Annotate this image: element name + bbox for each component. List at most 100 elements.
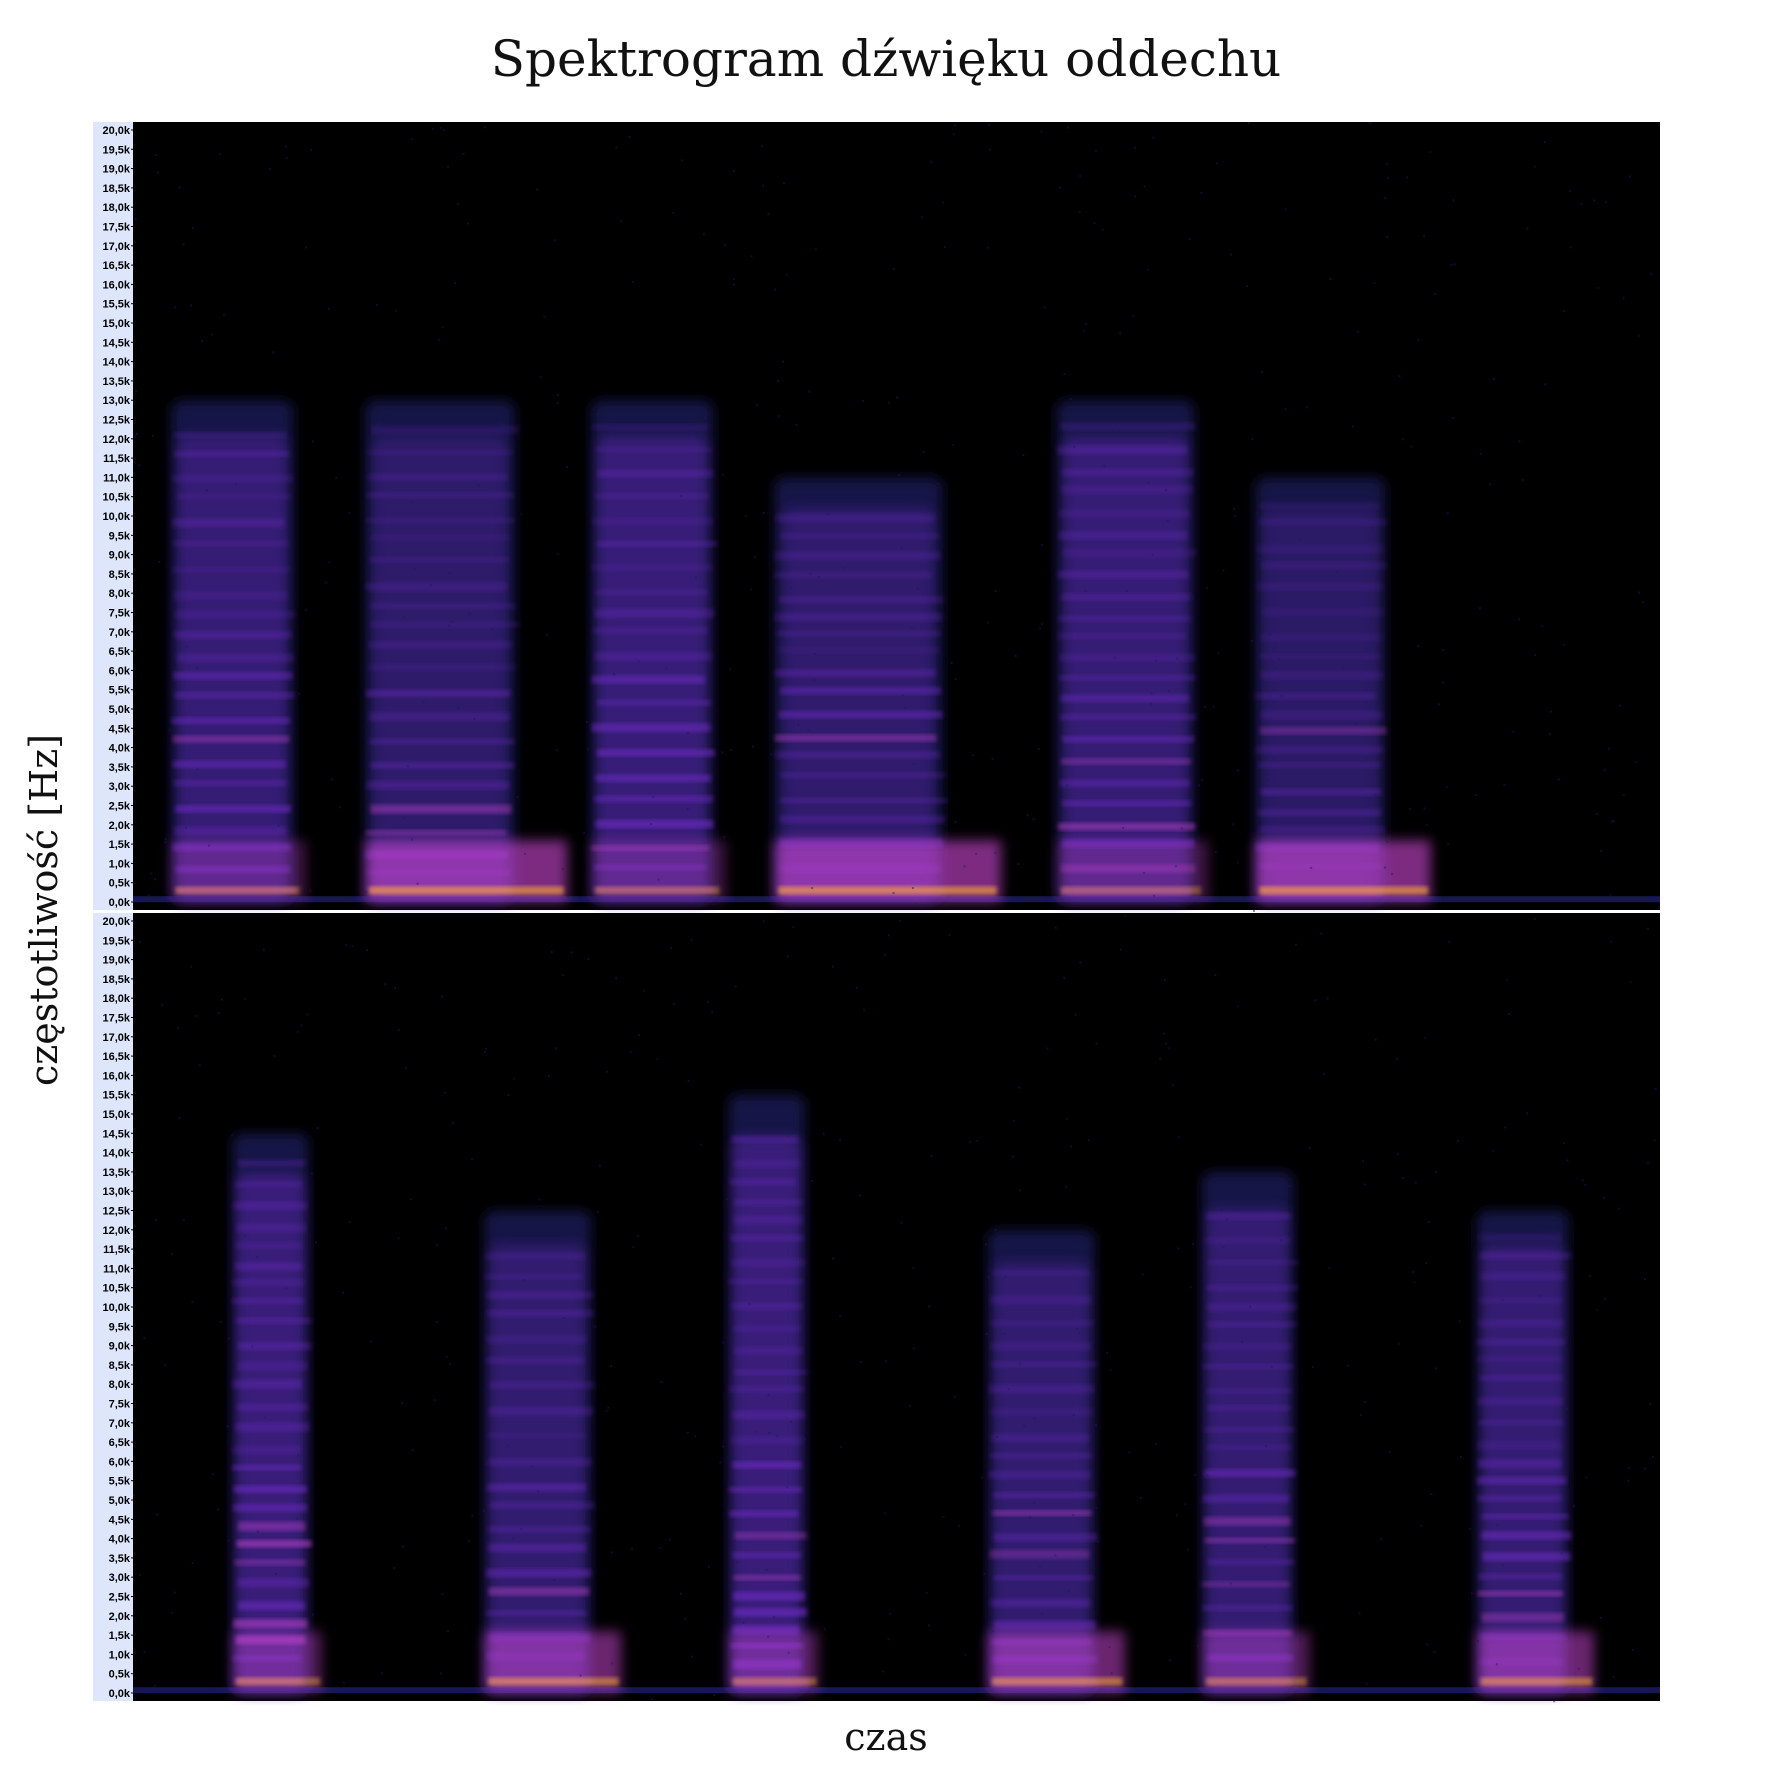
noise-speck xyxy=(823,1628,826,1631)
noise-speck xyxy=(1493,378,1496,381)
harmonic-band xyxy=(592,517,714,526)
noise-speck xyxy=(161,1003,164,1006)
harmonic-band xyxy=(591,564,712,571)
noise-speck xyxy=(1402,438,1405,441)
noise-speck xyxy=(748,1302,751,1305)
noise-speck xyxy=(650,823,653,826)
harmonic-band xyxy=(236,1540,312,1548)
harmonic-band xyxy=(774,734,937,742)
noise-speck xyxy=(722,1445,725,1448)
noise-speck xyxy=(742,1621,745,1624)
harmonic-band xyxy=(1057,570,1189,579)
y-tick-label: 10,0k xyxy=(102,1302,130,1314)
harmonic-band xyxy=(489,1381,595,1389)
noise-speck xyxy=(133,1493,136,1496)
noise-speck xyxy=(775,674,778,677)
noise-speck xyxy=(811,1179,814,1182)
noise-speck xyxy=(1236,861,1239,864)
noise-speck xyxy=(507,1444,510,1447)
harmonic-band xyxy=(728,1385,805,1393)
noise-speck xyxy=(1512,730,1515,733)
noise-speck xyxy=(177,1027,180,1030)
noise-speck xyxy=(342,1291,345,1294)
breath-event xyxy=(171,400,307,902)
noise-speck xyxy=(1251,438,1254,441)
noise-speck xyxy=(969,1141,972,1144)
noise-speck xyxy=(1383,866,1386,869)
noise-speck xyxy=(1612,1675,1615,1678)
noise-speck xyxy=(295,1517,298,1520)
noise-speck xyxy=(1139,1496,1142,1499)
breath-event xyxy=(728,1094,819,1693)
noise-speck xyxy=(672,211,675,214)
noise-speck xyxy=(1076,1328,1079,1331)
harmonic-band xyxy=(595,589,709,595)
noise-speck xyxy=(957,1524,960,1527)
harmonic-band xyxy=(1207,1259,1299,1266)
noise-speck xyxy=(579,1674,582,1677)
harmonic-band xyxy=(370,762,515,769)
harmonic-band xyxy=(487,1543,587,1553)
noise-speck xyxy=(884,1360,887,1363)
harmonic-band xyxy=(734,1531,807,1540)
noise-speck xyxy=(615,976,618,979)
noise-speck xyxy=(1114,423,1117,426)
noise-speck xyxy=(911,886,914,889)
harmonic-band xyxy=(993,1620,1096,1629)
noise-speck xyxy=(1247,122,1250,125)
noise-speck xyxy=(1018,1086,1021,1089)
noise-speck xyxy=(331,778,334,781)
noise-speck xyxy=(285,1287,288,1290)
noise-speck xyxy=(1177,1247,1180,1250)
noise-speck xyxy=(900,546,903,549)
harmonic-band xyxy=(1256,745,1384,754)
noise-speck xyxy=(570,951,573,954)
noise-speck xyxy=(1175,1514,1178,1517)
noise-speck xyxy=(1014,654,1017,657)
noise-speck xyxy=(1280,694,1283,697)
noise-speck xyxy=(1180,827,1183,830)
noise-speck xyxy=(863,1008,866,1011)
noise-speck xyxy=(972,754,975,757)
y-tick-label: 11,0k xyxy=(103,1263,131,1275)
noise-speck xyxy=(672,1002,675,1005)
noise-speck xyxy=(269,168,272,171)
noise-speck xyxy=(606,1070,609,1073)
noise-speck xyxy=(385,410,388,413)
noise-speck xyxy=(1143,871,1146,874)
y-tick-label: 9,5k xyxy=(109,1321,131,1333)
noise-speck xyxy=(1194,1474,1197,1477)
harmonic-band xyxy=(1206,1302,1297,1311)
y-tick-label: 9,0k xyxy=(109,550,131,562)
noise-speck xyxy=(985,1333,988,1336)
noise-speck xyxy=(1408,808,1411,811)
noise-speck xyxy=(1501,1299,1504,1302)
noise-speck xyxy=(1084,590,1087,593)
noise-speck xyxy=(1308,1147,1311,1150)
noise-speck xyxy=(975,852,978,855)
noise-speck xyxy=(991,758,994,761)
noise-speck xyxy=(686,808,689,811)
harmonic-band xyxy=(487,1309,594,1317)
noise-speck xyxy=(444,1091,447,1094)
noise-speck xyxy=(178,186,181,189)
harmonic-band xyxy=(734,1346,803,1355)
harmonic-band xyxy=(775,513,936,523)
harmonic-band xyxy=(173,826,287,835)
y-tick-label: 6,0k xyxy=(109,665,131,677)
harmonic-band xyxy=(1058,531,1188,540)
harmonic-band xyxy=(232,1278,304,1287)
noise-speck xyxy=(442,129,445,132)
harmonic-band xyxy=(595,446,712,453)
noise-speck xyxy=(1365,1682,1368,1685)
harmonic-band xyxy=(776,630,941,637)
noise-speck xyxy=(310,1172,313,1175)
harmonic-band xyxy=(172,735,290,743)
harmonic-band xyxy=(173,432,287,438)
noise-speck xyxy=(227,1539,230,1542)
noise-speck xyxy=(898,474,901,477)
noise-speck xyxy=(441,995,444,998)
noise-speck xyxy=(831,965,834,968)
y-tick-label: 20,0k xyxy=(102,125,130,137)
